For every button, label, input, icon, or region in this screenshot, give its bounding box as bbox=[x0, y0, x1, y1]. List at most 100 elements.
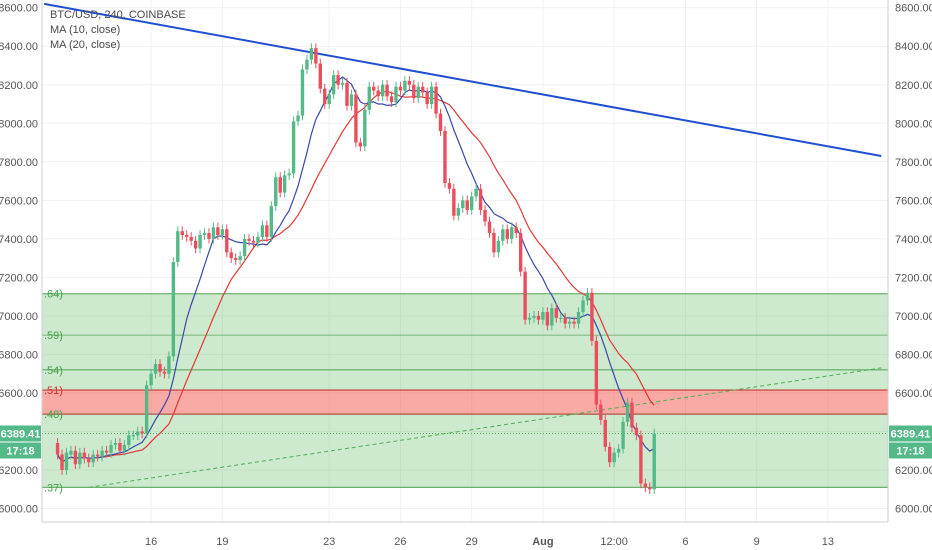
fib-zone-upper bbox=[41, 293, 889, 371]
candle-body bbox=[452, 188, 456, 216]
candle-body bbox=[171, 261, 176, 357]
y-tick-label-right: 8600.00 bbox=[895, 3, 932, 15]
candle-body bbox=[91, 454, 95, 463]
fib-zones: .64) .59) .54) .51) .48) .37) bbox=[41, 289, 889, 494]
candle-body bbox=[278, 177, 282, 193]
candle-body bbox=[291, 121, 296, 174]
candle-body bbox=[429, 86, 434, 105]
candle-body bbox=[625, 402, 630, 422]
candle-body bbox=[140, 431, 144, 434]
candle-body bbox=[492, 233, 496, 253]
candle-body bbox=[233, 258, 238, 261]
candle-body bbox=[559, 317, 563, 319]
candle-body bbox=[296, 115, 300, 122]
trendlines bbox=[44, 2, 882, 488]
candle-body bbox=[158, 364, 162, 372]
y-tick-label-right: 7600.00 bbox=[895, 195, 932, 207]
candle-body bbox=[78, 452, 82, 465]
symbol-label: BTC/USD, 240, COINBASE bbox=[50, 9, 186, 21]
fib-zone-red bbox=[41, 389, 889, 415]
candle-body bbox=[260, 225, 265, 237]
y-tick-label-left: 7200.00 bbox=[0, 272, 38, 284]
candle-body bbox=[144, 385, 149, 434]
y-tick-label-right: 7400.00 bbox=[895, 234, 932, 246]
candle-body bbox=[608, 446, 612, 463]
candle-body bbox=[207, 233, 211, 239]
chart-legend: BTC/USD, 240, COINBASE MA (10, close) MA… bbox=[50, 8, 186, 53]
fib-label: .37) bbox=[44, 482, 63, 494]
candle-body bbox=[385, 84, 389, 97]
candle-body bbox=[389, 96, 394, 103]
candle-body bbox=[354, 94, 358, 143]
candle-body bbox=[527, 317, 532, 320]
candle-body bbox=[505, 229, 509, 239]
countdown-badge-left-bg bbox=[0, 442, 41, 459]
candle-body bbox=[82, 452, 86, 459]
candle-body bbox=[376, 90, 380, 97]
y-tick-label-right: 6000.00 bbox=[895, 504, 932, 516]
candle-body bbox=[372, 86, 376, 91]
candle-body bbox=[367, 86, 371, 110]
candle-body bbox=[300, 69, 305, 116]
candle-body bbox=[340, 82, 345, 85]
countdown-badge-right: 17:18 bbox=[896, 446, 924, 458]
candle-body bbox=[469, 196, 474, 210]
y-tick-label-right: 7200.00 bbox=[895, 272, 932, 284]
candle-body bbox=[496, 240, 501, 253]
candle-body bbox=[193, 240, 198, 249]
candle-body bbox=[545, 312, 550, 326]
candle-body bbox=[309, 48, 314, 60]
candle-body bbox=[541, 312, 545, 320]
candle-body bbox=[576, 312, 581, 324]
candle-body bbox=[447, 182, 452, 189]
candle-body bbox=[461, 200, 465, 209]
candle-body bbox=[314, 48, 318, 64]
candle-body bbox=[153, 364, 158, 374]
fib-label: .59) bbox=[44, 330, 63, 342]
candle-body bbox=[127, 435, 131, 445]
candle-body bbox=[425, 92, 429, 105]
candle-body bbox=[136, 431, 140, 436]
candle-body bbox=[305, 59, 309, 70]
candle-body bbox=[225, 229, 229, 253]
countdown-badge-left: 17:18 bbox=[6, 446, 34, 458]
fib-label: .64) bbox=[44, 289, 63, 301]
candle-body bbox=[518, 233, 523, 272]
candle-body bbox=[398, 86, 403, 91]
y-tick-label-right: 8200.00 bbox=[895, 80, 932, 92]
candle-body bbox=[256, 236, 260, 243]
candle-body bbox=[149, 373, 153, 386]
candle-body bbox=[180, 231, 184, 235]
candle-body bbox=[599, 404, 603, 420]
x-tick-label: 29 bbox=[466, 536, 478, 548]
candle-body bbox=[282, 175, 287, 193]
candle-body bbox=[639, 435, 643, 484]
candle-body bbox=[269, 206, 274, 237]
candle-body bbox=[554, 308, 558, 318]
candle-body bbox=[634, 427, 639, 436]
candle-body bbox=[100, 450, 104, 457]
candle-body bbox=[87, 458, 91, 463]
candle-body bbox=[510, 227, 514, 239]
grid bbox=[42, 0, 888, 522]
ma-fast-label: MA (10, close) bbox=[50, 24, 121, 36]
candle-body bbox=[465, 200, 469, 210]
y-tick-label-left: 7000.00 bbox=[0, 311, 38, 323]
last-price-badge-right: 6389.41 bbox=[891, 429, 931, 441]
candle-body bbox=[550, 308, 554, 326]
candle-body bbox=[483, 209, 487, 222]
candle-body bbox=[211, 227, 216, 239]
y-tick-label-right: 8000.00 bbox=[895, 118, 932, 130]
candle-body bbox=[118, 443, 122, 451]
candle-body bbox=[616, 448, 621, 453]
candle-body bbox=[567, 321, 572, 324]
candle-body bbox=[380, 84, 385, 97]
candle-body bbox=[349, 94, 354, 106]
candle-body bbox=[407, 80, 412, 85]
candle-body bbox=[331, 75, 336, 95]
y-tick-label-left: 7600.00 bbox=[0, 195, 38, 207]
candle-body bbox=[229, 252, 233, 259]
x-tick-label: 6 bbox=[682, 536, 688, 548]
candle-body bbox=[474, 188, 478, 197]
